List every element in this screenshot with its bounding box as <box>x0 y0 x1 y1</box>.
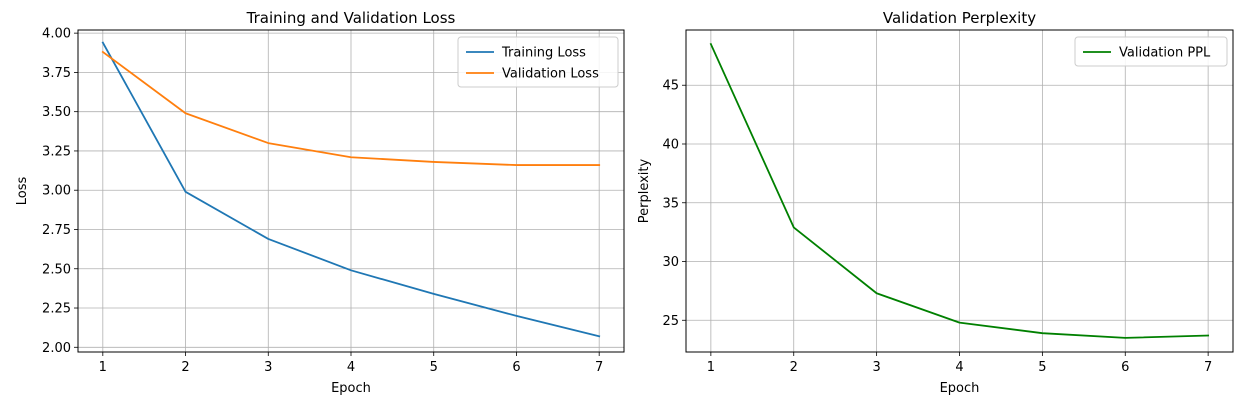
x-tick-label: 3 <box>264 360 272 375</box>
y-tick-label: 45 <box>662 79 679 94</box>
x-tick-label: 4 <box>955 360 963 375</box>
chart-title: Training and Validation Loss <box>246 9 456 27</box>
chart-1: 1 2 3 4 5 6 7 2.00 2.25 2.50 2.75 3.00 3.25 3.50 3.75 4… <box>15 9 625 396</box>
series-line-2 <box>101 50 601 166</box>
y-tick-label: 25 <box>662 314 679 329</box>
x-tick-label: 2 <box>181 360 189 375</box>
x-tick-label: 1 <box>99 360 107 375</box>
legend: Training Loss Validation Loss <box>457 36 619 88</box>
y-tick-label: 2.25 <box>42 302 71 317</box>
y-tick-label: 40 <box>662 137 679 152</box>
x-tick-label: 5 <box>430 360 438 375</box>
x-axis-label: Epoch <box>940 381 980 396</box>
x-axis-label: Epoch <box>331 381 371 396</box>
y-tick-label: 4.00 <box>42 27 71 42</box>
y-axis-label: Loss <box>15 177 30 206</box>
x-tick-label: 2 <box>790 360 798 375</box>
y-tick-label: 30 <box>662 255 679 270</box>
legend: Validation PPL <box>1074 36 1228 67</box>
x-tick-label: 3 <box>872 360 880 375</box>
series-line-1 <box>709 42 1210 339</box>
y-tick-label: 3.75 <box>42 66 71 81</box>
y-tick-label: 3.00 <box>42 184 71 199</box>
y-tick-label: 2.75 <box>42 223 71 238</box>
x-tick-label: 6 <box>512 360 520 375</box>
x-tick-label: 4 <box>347 360 355 375</box>
legend-label-1: Validation PPL <box>1119 46 1211 61</box>
legend-box <box>457 36 619 88</box>
y-tick-label: 3.50 <box>42 105 71 120</box>
y-tick-label: 2.00 <box>42 341 71 356</box>
series-line-1 <box>101 41 601 338</box>
x-tick-label: 5 <box>1038 360 1046 375</box>
chart-title: Validation Perplexity <box>883 9 1036 27</box>
y-tick-label: 3.25 <box>42 144 71 159</box>
x-tick-label: 7 <box>595 360 603 375</box>
y-tick-label: 35 <box>662 196 679 211</box>
x-tick-label: 7 <box>1204 360 1212 375</box>
legend-label-1: Training Loss <box>501 46 586 61</box>
y-axis-label: Perplexity <box>637 158 652 223</box>
y-tick-label: 2.50 <box>42 262 71 277</box>
x-tick-label: 1 <box>707 360 715 375</box>
x-tick-label: 6 <box>1121 360 1129 375</box>
legend-label-2: Validation Loss <box>502 67 599 82</box>
legend-box <box>1074 36 1228 67</box>
